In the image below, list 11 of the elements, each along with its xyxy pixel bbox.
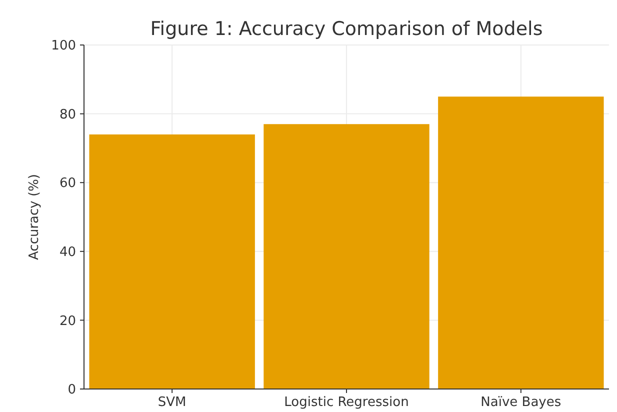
x-tick-label: Logistic Regression: [284, 395, 409, 410]
y-tick-label: 20: [59, 314, 76, 329]
y-tick-label: 0: [68, 382, 76, 398]
y-tick-label: 40: [59, 244, 76, 260]
x-tick-label: SVM: [158, 395, 186, 410]
chart-title: Figure 1: Accuracy Comparison of Models: [150, 18, 543, 40]
y-tick-label: 80: [59, 107, 76, 122]
y-tick-label: 100: [51, 38, 76, 54]
x-tick-label: Naïve Bayes: [480, 395, 562, 410]
y-axis-title: Accuracy (%): [27, 174, 42, 260]
y-tick-label: 60: [59, 176, 76, 192]
